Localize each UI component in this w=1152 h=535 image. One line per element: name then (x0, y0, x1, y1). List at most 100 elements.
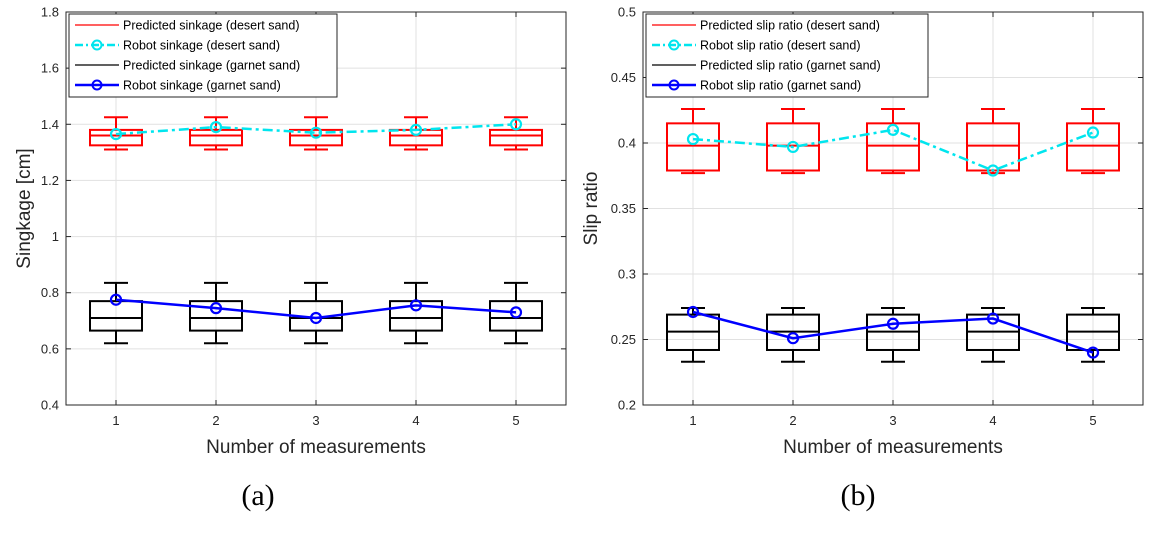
data-point (686, 132, 700, 146)
data-point (109, 293, 123, 306)
y-tick-label: 0.4 (618, 136, 636, 151)
data-point (109, 128, 123, 141)
y-tick-label: 0.3 (618, 267, 636, 282)
legend-entry-4: Robot sinkage (garnet sand) (75, 79, 281, 93)
legend-marker (91, 39, 103, 51)
legend: Predicted sinkage (desert sand) Robot sin… (68, 13, 338, 98)
legend-entry-3: Predicted slip ratio (garnet sand) (652, 59, 881, 73)
y-axis-label: Singkage [cm] (14, 148, 35, 268)
box-2-1 (666, 307, 720, 363)
box-1-5 (1066, 107, 1120, 175)
y-tick-label: 0.5 (618, 5, 636, 20)
box-2-3 (866, 307, 920, 363)
box-1-3 (289, 116, 343, 151)
data-point (886, 123, 900, 136)
panel-caption: (a) (241, 479, 274, 512)
series-1 (686, 123, 1100, 177)
series-1 (109, 118, 523, 141)
box-1-3 (866, 107, 920, 175)
series-line (692, 310, 1094, 354)
y-tick-label: 0.35 (611, 201, 636, 216)
series-line (115, 298, 517, 320)
legend-entry-2: Robot slip ratio (desert sand) (652, 39, 861, 53)
legend: Predicted slip ratio (desert sand) Robot … (645, 13, 929, 98)
data-point (509, 306, 523, 319)
data-point (209, 120, 223, 134)
x-tick-label: 3 (312, 413, 319, 428)
legend-label: Predicted slip ratio (desert sand) (700, 19, 880, 33)
data-point (1086, 346, 1100, 359)
data-point (409, 123, 423, 136)
box-body (189, 128, 243, 147)
panel-caption: (b) (841, 479, 876, 512)
box-body (866, 122, 920, 172)
data-point (786, 140, 800, 154)
x-tick-label: 2 (212, 413, 219, 428)
x-tick-label: 4 (989, 413, 996, 428)
legend-entry-1: Predicted sinkage (desert sand) (75, 19, 299, 33)
legend-label: Robot slip ratio (desert sand) (700, 39, 861, 53)
legend-box (68, 13, 338, 98)
y-tick-label: 0.6 (41, 341, 59, 356)
legend-label: Predicted slip ratio (garnet sand) (700, 59, 881, 73)
box-body (1066, 122, 1120, 172)
legend-entry-4: Robot slip ratio (garnet sand) (652, 79, 861, 93)
x-tick-label: 1 (112, 413, 119, 428)
legend-label: Robot sinkage (desert sand) (123, 39, 280, 53)
y-tick-label: 0.2 (618, 398, 636, 413)
data-point (786, 332, 800, 345)
box-1-1 (666, 107, 720, 175)
x-axis-label: Number of measurements (783, 437, 1003, 458)
x-tick-label: 5 (1089, 413, 1096, 428)
box-2-2 (189, 281, 243, 345)
y-tick-label: 0.4 (41, 398, 59, 413)
legend-box (645, 13, 929, 98)
box-body (666, 122, 720, 172)
legend-label: Predicted sinkage (desert sand) (123, 19, 299, 33)
data-point (686, 305, 700, 319)
box-body (489, 300, 543, 332)
y-tick-label: 1.8 (41, 5, 59, 20)
legend-entry-2: Robot sinkage (desert sand) (75, 39, 280, 53)
y-tick-label: 1.2 (41, 173, 59, 188)
legend-marker (668, 79, 680, 91)
legend-label: Robot sinkage (garnet sand) (123, 79, 281, 93)
data-point (986, 312, 1000, 325)
data-point (309, 311, 323, 325)
data-point (1086, 126, 1100, 139)
x-axis-label: Number of measurements (206, 437, 426, 458)
y-axis-label: Slip ratio (581, 172, 602, 246)
legend-marker (668, 39, 680, 51)
series-line (692, 128, 1094, 172)
x-tick-label: 1 (689, 413, 696, 428)
legend-marker (91, 79, 103, 91)
data-point (309, 126, 323, 139)
box-1-2 (766, 107, 820, 175)
x-tick-label: 4 (412, 413, 419, 428)
y-tick-label: 0.45 (611, 70, 636, 85)
series-2 (109, 293, 523, 325)
box-body (89, 300, 143, 332)
data-point (509, 118, 523, 131)
series-2 (686, 305, 1100, 359)
box-2-1 (89, 281, 143, 345)
y-tick-label: 1 (52, 229, 59, 244)
legend-label: Predicted sinkage (garnet sand) (123, 59, 300, 73)
legend-label: Robot slip ratio (garnet sand) (700, 79, 861, 93)
y-tick-label: 0.25 (611, 332, 636, 347)
box-2-5 (1066, 307, 1120, 363)
data-point (409, 299, 423, 312)
box-body (289, 128, 343, 147)
data-point (986, 164, 1000, 177)
y-tick-label: 1.6 (41, 61, 59, 76)
box-body (766, 122, 820, 172)
legend-entry-1: Predicted slip ratio (desert sand) (652, 19, 880, 33)
data-point (886, 317, 900, 330)
x-tick-label: 2 (789, 413, 796, 428)
y-tick-label: 0.8 (41, 285, 59, 300)
x-tick-label: 5 (512, 413, 519, 428)
x-tick-label: 3 (889, 413, 896, 428)
box-1-2 (189, 116, 243, 151)
chart-panel-1: 1 2 3 4 5 0.4 0.6 0.8 1 1.2 1.4 1.6 1.8 Number of mea… (14, 5, 567, 512)
